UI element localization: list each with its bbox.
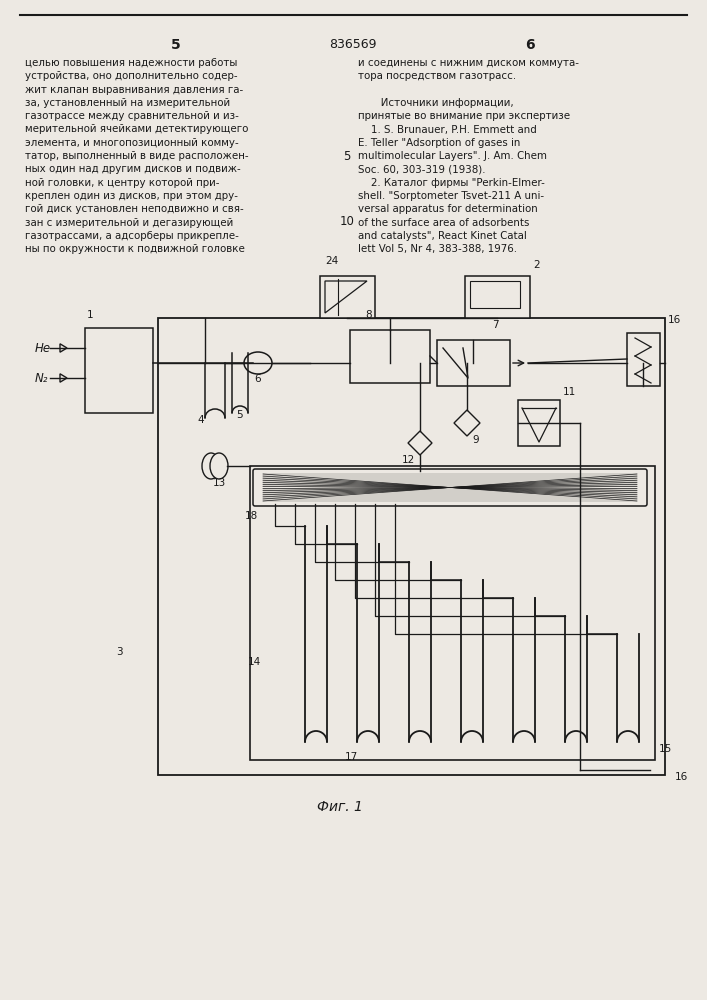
Bar xyxy=(250,466,655,760)
Text: 15: 15 xyxy=(659,744,672,754)
Bar xyxy=(470,281,520,308)
Text: 7: 7 xyxy=(492,320,498,330)
Bar xyxy=(85,328,153,413)
Text: 5: 5 xyxy=(171,38,181,52)
Text: 1. S. Brunauer, P.H. Emmett and: 1. S. Brunauer, P.H. Emmett and xyxy=(358,124,537,134)
Text: N₂: N₂ xyxy=(35,371,49,384)
Text: 24: 24 xyxy=(325,256,338,266)
Text: ной головки, к центру которой при-: ной головки, к центру которой при- xyxy=(25,178,219,188)
Text: ны по окружности к подвижной головке: ны по окружности к подвижной головке xyxy=(25,244,245,254)
Text: 16: 16 xyxy=(668,315,682,325)
Text: и соединены с нижним диском коммута-: и соединены с нижним диском коммута- xyxy=(358,58,579,68)
Text: 836569: 836569 xyxy=(329,38,377,51)
Text: татор, выполненный в виде расположен-: татор, выполненный в виде расположен- xyxy=(25,151,249,161)
Text: 12: 12 xyxy=(402,455,415,465)
Text: мерительной ячейками детектирующего: мерительной ячейками детектирующего xyxy=(25,124,248,134)
Text: ных один над другим дисков и подвиж-: ных один над другим дисков и подвиж- xyxy=(25,164,241,174)
Polygon shape xyxy=(454,410,480,436)
Text: 9: 9 xyxy=(472,435,479,445)
Text: E. Teller "Adsorption of gases in: E. Teller "Adsorption of gases in xyxy=(358,138,520,148)
Text: целью повышения надежности работы: целью повышения надежности работы xyxy=(25,58,238,68)
Text: гой диск установлен неподвижно и свя-: гой диск установлен неподвижно и свя- xyxy=(25,204,244,214)
Text: 8: 8 xyxy=(365,310,372,320)
Bar xyxy=(518,400,560,446)
Text: за, установленный на измерительной: за, установленный на измерительной xyxy=(25,98,230,108)
Bar xyxy=(627,333,660,386)
Text: газотрассе между сравнительной и из-: газотрассе между сравнительной и из- xyxy=(25,111,239,121)
Text: 2. Каталог фирмы "Perkin-Elmer-: 2. Каталог фирмы "Perkin-Elmer- xyxy=(358,178,545,188)
Text: 13: 13 xyxy=(213,478,226,488)
Text: 16: 16 xyxy=(675,772,688,782)
Text: газотрассами, а адсорберы прикрепле-: газотрассами, а адсорберы прикрепле- xyxy=(25,231,239,241)
Text: 1: 1 xyxy=(87,310,93,320)
Text: 3: 3 xyxy=(116,647,122,657)
Text: and catalysts", React Kinet Catal: and catalysts", React Kinet Catal xyxy=(358,231,527,241)
Text: 11: 11 xyxy=(563,387,576,397)
Text: multimolecular Layers". J. Am. Chem: multimolecular Layers". J. Am. Chem xyxy=(358,151,547,161)
Text: принятые во внимание при экспертизе: принятые во внимание при экспертизе xyxy=(358,111,570,121)
Text: of the surface area of adsorbents: of the surface area of adsorbents xyxy=(358,218,530,228)
Text: Источники информации,: Источники информации, xyxy=(358,98,513,108)
Ellipse shape xyxy=(210,453,228,479)
Text: 5: 5 xyxy=(236,410,243,420)
Text: 10: 10 xyxy=(339,215,354,228)
Bar xyxy=(320,276,375,318)
Text: 6: 6 xyxy=(525,38,534,52)
Text: тора посредством газотрасс.: тора посредством газотрасс. xyxy=(358,71,516,81)
Bar xyxy=(350,330,430,383)
Text: 18: 18 xyxy=(245,511,258,521)
Text: зан с измерительной и дегазирующей: зан с измерительной и дегазирующей xyxy=(25,218,233,228)
Text: 6: 6 xyxy=(254,374,261,384)
Bar xyxy=(158,318,665,775)
Text: He: He xyxy=(35,342,51,355)
Text: shell. "Sorptometer Tsvet-211 A uni-: shell. "Sorptometer Tsvet-211 A uni- xyxy=(358,191,544,201)
Text: versal apparatus for determination: versal apparatus for determination xyxy=(358,204,538,214)
Text: элемента, и многопозиционный комму-: элемента, и многопозиционный комму- xyxy=(25,138,239,148)
Text: lett Vol 5, Nr 4, 383-388, 1976.: lett Vol 5, Nr 4, 383-388, 1976. xyxy=(358,244,517,254)
Ellipse shape xyxy=(244,352,272,374)
Ellipse shape xyxy=(202,453,220,479)
Text: 5: 5 xyxy=(344,150,351,163)
Text: устройства, оно дополнительно содер-: устройства, оно дополнительно содер- xyxy=(25,71,238,81)
Text: 4: 4 xyxy=(197,415,204,425)
Text: 14: 14 xyxy=(248,657,262,667)
Text: 2: 2 xyxy=(533,260,539,270)
Bar xyxy=(437,340,510,386)
Text: жит клапан выравнивания давления га-: жит клапан выравнивания давления га- xyxy=(25,85,243,95)
Text: Soc. 60, 303-319 (1938).: Soc. 60, 303-319 (1938). xyxy=(358,164,486,174)
Bar xyxy=(465,276,530,318)
Text: креплен один из дисков, при этом дру-: креплен один из дисков, при этом дру- xyxy=(25,191,238,201)
Polygon shape xyxy=(408,431,432,455)
Text: 17: 17 xyxy=(345,752,358,762)
Text: Фиг. 1: Фиг. 1 xyxy=(317,800,363,814)
